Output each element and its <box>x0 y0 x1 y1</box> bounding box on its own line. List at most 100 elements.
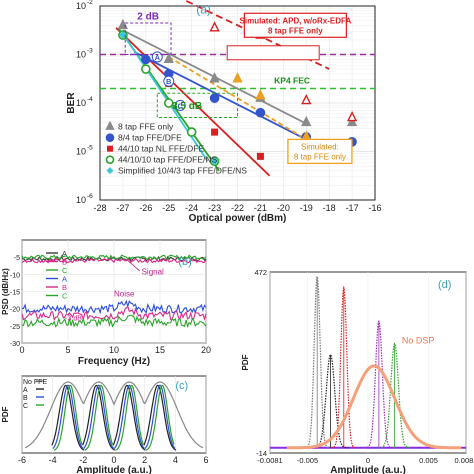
data-point <box>256 152 264 160</box>
gap-35db-label: 3.5 dB <box>172 101 202 112</box>
y-axis-label-b: PSD (dB/Hz) <box>1 268 10 315</box>
legend-marker <box>105 155 115 164</box>
legend-label: 44/10/10 tap FFE/DFE/NS <box>118 155 218 165</box>
x-tick-label-c: 4 <box>173 455 178 465</box>
psd-trace <box>21 305 207 322</box>
data-point <box>141 64 151 74</box>
apd-annotation-line2: 8 tap FFE only <box>268 26 323 35</box>
y-tick-label-a: 10 <box>76 98 86 108</box>
signal-arrow <box>127 260 141 272</box>
y-tick-exponent-a: -2 <box>87 0 93 6</box>
noise-label: Noise <box>114 290 135 299</box>
x-tick-label-a: -28 <box>93 203 106 213</box>
y-tick-label-b: -15 <box>10 290 20 297</box>
x-axis-label-a: Optical power (dBm) <box>189 213 287 224</box>
y-tick-label-b: -10 <box>10 272 20 279</box>
x-axis-label-b: Frequency (Hz) <box>78 356 150 367</box>
data-point <box>186 127 197 137</box>
legend-label: No FFE <box>23 379 47 386</box>
data-point <box>210 157 219 166</box>
data-point <box>346 115 358 127</box>
legend-marker <box>107 145 113 152</box>
x-tick-label-d: 0.0081 <box>455 456 474 465</box>
sim-annotation-box <box>287 138 353 165</box>
legend-label: 8 tap FFE only <box>118 122 174 132</box>
y-tick-label-b: -20 <box>10 307 20 314</box>
sim-annotation-line1: Simulated: <box>301 142 339 151</box>
x-tick-label-c: -2 <box>79 455 87 465</box>
pdf-trace <box>53 384 83 451</box>
y-tick-label-d: -14 <box>256 449 267 458</box>
data-point <box>301 94 312 105</box>
pdf-trace-noffe <box>24 381 204 449</box>
legend-label: C <box>62 292 68 301</box>
panel-d: No DSP (d) -0.0081 -0.005 0 0.005 0.0081 472 -14… <box>241 268 474 474</box>
data-point <box>211 128 219 136</box>
legend-label: B <box>23 395 28 402</box>
x-tick-label-a: -16 <box>368 203 381 213</box>
no-dsp-label: No DSP <box>402 336 435 346</box>
x-axis-label-d: Amplitude (a.u.) <box>330 465 406 474</box>
x-tick-label-b: 10 <box>109 345 119 355</box>
apd-annotation-line1: Simulated: APD, w/oRx-EDFA <box>240 16 352 25</box>
gap-3db-label: ~3 dB <box>63 316 82 323</box>
data-point <box>255 107 266 118</box>
x-tick-label-b: 0 <box>19 345 24 355</box>
data-point <box>163 98 174 108</box>
x-tick-label-a: -23 <box>208 203 221 213</box>
point-label-badge <box>151 51 163 63</box>
data-point <box>141 54 151 65</box>
point-label: C <box>177 101 183 110</box>
panel-label-b: (b) <box>178 256 191 268</box>
pdf-trace-d <box>378 342 411 449</box>
apd-annotation-box <box>243 12 347 38</box>
legend-marker <box>106 167 114 175</box>
point-label: A <box>155 53 161 62</box>
kp4-fec-label: KP4 FEC <box>274 75 310 85</box>
x-tick-label-a: -17 <box>346 203 359 213</box>
x-tick-label-c: 0 <box>111 455 116 465</box>
point-label-badge <box>163 75 175 87</box>
legend-label: B <box>62 283 67 292</box>
y-axis-label-d: PDF <box>241 354 250 370</box>
legend-label: 44/10 tap NL FFE/DFE <box>118 144 204 154</box>
y-tick-exponent-a: -5 <box>87 145 93 152</box>
x-tick-label-c: 6 <box>203 455 208 465</box>
signal-label: Signal <box>142 267 164 276</box>
data-point <box>117 18 129 30</box>
x-tick-label-d: 0 <box>366 456 370 465</box>
y-tick-label-d: 472 <box>254 268 267 277</box>
x-tick-label-a: -22 <box>231 203 244 213</box>
legend-label: C <box>62 266 68 275</box>
x-tick-label-a: -19 <box>300 203 313 213</box>
data-point <box>301 115 312 127</box>
pdf-trace <box>83 384 115 449</box>
fit-line <box>133 51 312 143</box>
panel-label-c: (c) <box>175 380 188 392</box>
x-tick-label-d: -0.005 <box>297 456 318 465</box>
legend-label: A <box>23 387 28 394</box>
y-tick-label-a: 10 <box>76 1 86 11</box>
epon-label-box <box>226 45 320 61</box>
data-point <box>346 110 358 122</box>
data-point <box>163 52 174 64</box>
legend-label: Simplified 10/4/3 tap FFE/DFE/NS <box>118 166 247 176</box>
y-axis-label-a: BER <box>66 92 77 114</box>
x-tick-label-c: -6 <box>18 455 26 465</box>
y-tick-label-a: 10 <box>76 147 86 157</box>
pdf-trace <box>115 384 144 451</box>
x-tick-label-a: -27 <box>116 203 129 213</box>
y-tick-exponent-a: -6 <box>87 193 93 200</box>
psd-trace <box>21 254 207 261</box>
legend-label: A <box>62 249 67 258</box>
x-tick-label-b: 5 <box>65 345 70 355</box>
data-point <box>209 72 220 83</box>
y-tick-label-a: 10 <box>76 50 86 60</box>
point-label: B <box>166 77 172 86</box>
x-tick-label-d: -0.0081 <box>257 456 282 465</box>
y-tick-exponent-a: -3 <box>87 48 93 55</box>
x-tick-label-a: -26 <box>139 203 152 213</box>
